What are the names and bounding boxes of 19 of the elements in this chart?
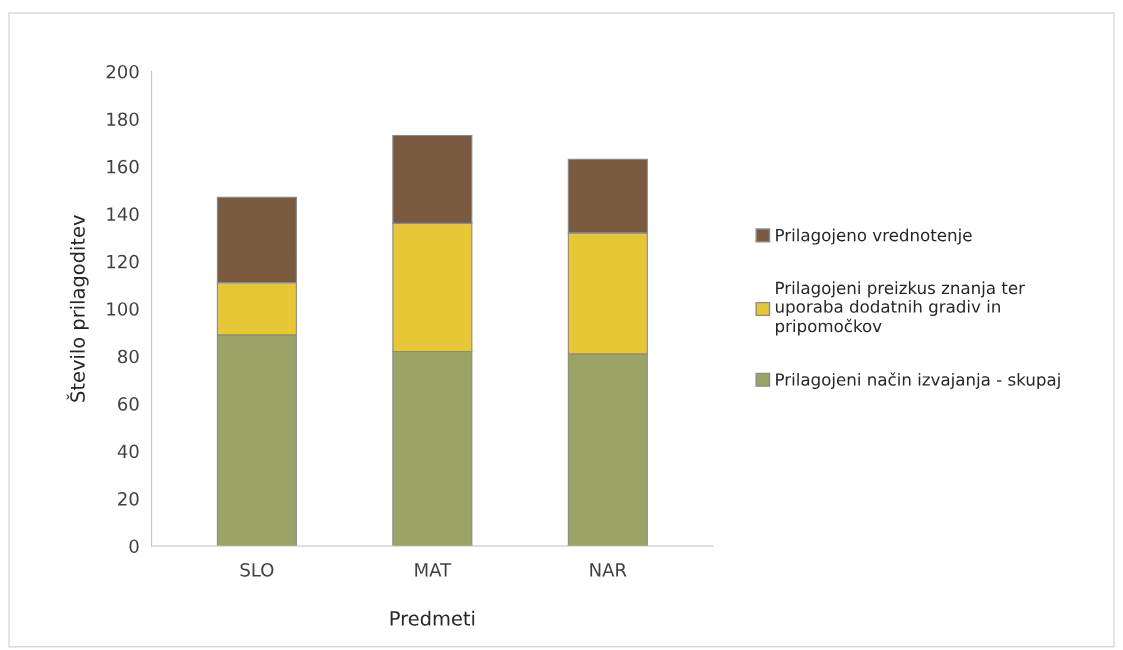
legend-label: Prilagojeno vrednotenje	[776, 228, 972, 245]
y-tick-label: 80	[118, 349, 139, 364]
x-axis-title: Predmeti	[390, 610, 475, 626]
legend-label: Prilagojeni preizkus znanja ter uporaba dodatnih gradiv in pripomočkov	[775, 281, 1025, 336]
y-tick-label: 120	[107, 254, 139, 269]
x-tick-label: SLO	[240, 562, 274, 577]
y-tick-label: 20	[118, 492, 139, 506]
y-tick-label: 60	[118, 397, 139, 411]
legend-label: Prilagojeni način izvajanja - skupaj	[776, 372, 1060, 390]
x-tick-label: NAR	[590, 563, 627, 577]
y-tick-label: 160	[107, 159, 139, 174]
x-tick-label: MAT	[415, 563, 452, 577]
y-tick-label: 40	[117, 444, 139, 459]
y-tick-label: 180	[107, 112, 139, 127]
y-tick-label: 0	[129, 539, 139, 554]
y-tick-label: 140	[107, 207, 139, 221]
y-axis-title: Število prilagoditev	[66, 215, 89, 402]
y-tick-label: 200	[106, 64, 139, 79]
y-tick-label: 100	[107, 302, 139, 316]
